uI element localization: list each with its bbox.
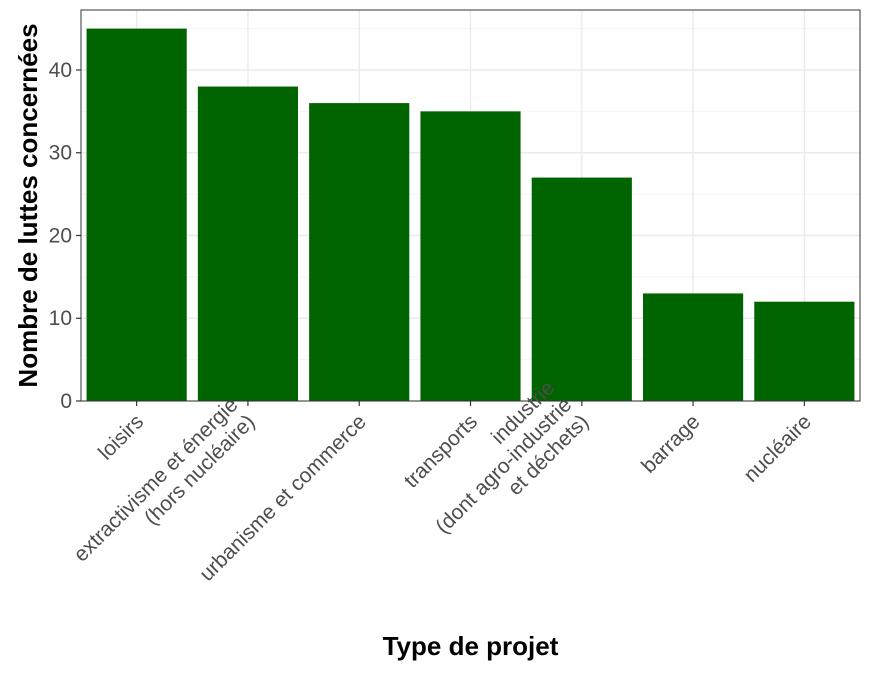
bar (420, 111, 521, 402)
y-tick-label: 20 (49, 224, 72, 247)
y-tick-label: 0 (60, 390, 72, 413)
x-tick-label: transports (400, 410, 482, 492)
bar (531, 177, 632, 401)
x-tick-label-line: nucléaire (739, 410, 816, 487)
bar (197, 86, 299, 401)
y-tick-label: 40 (49, 59, 72, 82)
y-axis-title: Nombre de luttes concernées (13, 23, 43, 387)
x-tick-label: loisirs (94, 410, 148, 464)
y-tick-label: 30 (49, 142, 72, 165)
x-tick-label-line: transports (400, 410, 482, 492)
bar (309, 103, 410, 401)
bars (86, 28, 855, 402)
bar (754, 301, 855, 401)
y-axis: 0 10 20 30 40 (49, 59, 81, 413)
x-tick-label: barrage (637, 410, 704, 477)
x-tick-label-line: loisirs (94, 410, 148, 464)
x-axis-title: Type de projet (383, 631, 559, 661)
x-tick-label-line: extractivisme et énergie (69, 393, 242, 566)
x-tick-label-line: barrage (637, 410, 704, 477)
bar (86, 28, 187, 401)
bar (642, 293, 744, 401)
y-tick-label: 10 (49, 307, 72, 330)
x-tick-label: nucléaire (739, 410, 816, 487)
